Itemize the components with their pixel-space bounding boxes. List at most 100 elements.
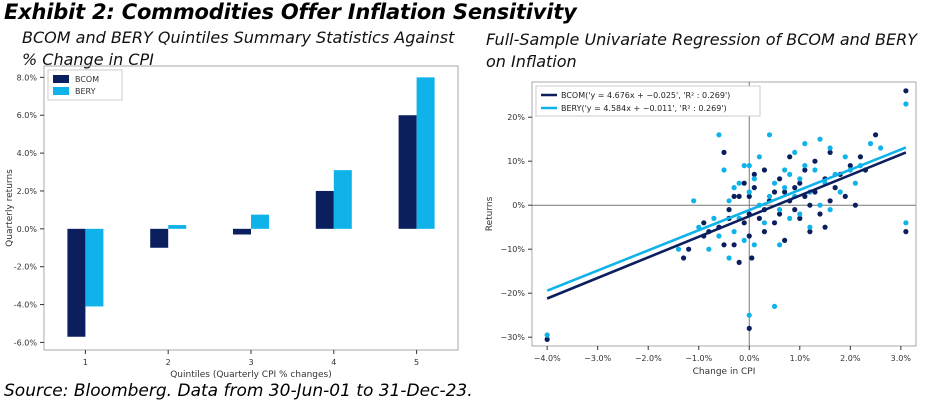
point-bcom xyxy=(827,149,833,155)
point-bcom xyxy=(807,229,813,235)
point-bery xyxy=(761,220,768,226)
point-bcom xyxy=(782,189,788,195)
point-bcom xyxy=(782,237,788,243)
bar-chart: -6.0% -4.0% -2.0% 0.0% 2.0% 4.0% 6.0% 8.0% Quart… xyxy=(5,65,459,380)
bar-bcom-q3 xyxy=(233,228,251,235)
point-bcom xyxy=(736,193,742,199)
exhibit-title: Exhibit 2: Commodities Offer Inflation S… xyxy=(4,0,577,24)
point-bery xyxy=(878,145,884,151)
x-tick-label: 3 xyxy=(248,358,253,367)
x-axis-label: Change in CPI xyxy=(693,367,756,377)
y-tick-label: 0.0% xyxy=(17,225,38,234)
legend-label-bcom: BCOM('y = 4.676x + −0.025', 'R² : 0.269'… xyxy=(561,91,730,100)
x-tick-label: 2.0% xyxy=(840,354,861,363)
y-axis-label: Returns xyxy=(485,196,495,231)
regression-line-bcom xyxy=(546,151,907,300)
y-tick-label: −10% xyxy=(501,245,526,254)
point-bery xyxy=(807,224,813,230)
y-tick-label: 20% xyxy=(507,113,525,122)
point-bcom xyxy=(751,185,757,191)
x-tick-label: −1.0% xyxy=(685,354,712,363)
point-bcom xyxy=(822,224,828,230)
point-bery xyxy=(721,167,727,173)
point-bery xyxy=(792,149,798,155)
bar-bcom-q1 xyxy=(67,228,86,337)
point-bery xyxy=(746,312,752,318)
point-bery xyxy=(797,176,803,182)
point-bcom xyxy=(736,259,742,265)
x-axis-label: Quintiles (Quarterly CPI % changes) xyxy=(170,370,332,380)
point-bery xyxy=(903,101,909,107)
y-tick-label: 8.0% xyxy=(17,73,38,82)
scatter-legend: BCOM('y = 4.676x + −0.025', 'R² : 0.269'… xyxy=(535,85,761,117)
point-bery xyxy=(812,167,818,173)
point-bery xyxy=(741,237,747,243)
point-bcom xyxy=(701,220,707,226)
point-bcom xyxy=(741,180,747,186)
point-bcom xyxy=(771,189,778,195)
point-bery xyxy=(771,303,778,309)
bar-bcom-q4 xyxy=(315,190,334,229)
point-bery xyxy=(771,180,778,186)
point-bery xyxy=(691,198,697,204)
y-tick-label: -2.0% xyxy=(14,263,38,272)
point-bery xyxy=(817,136,823,142)
point-bery xyxy=(544,332,550,338)
point-bery xyxy=(706,246,712,252)
x-tick-label: −3.0% xyxy=(584,354,611,363)
point-bcom xyxy=(761,229,768,235)
x-tick-label: 2 xyxy=(166,358,171,367)
point-bery xyxy=(837,189,843,195)
point-bcom xyxy=(761,167,768,173)
bar-bery-q4 xyxy=(333,170,352,229)
point-bcom xyxy=(741,220,747,226)
x-tick-label: 1.0% xyxy=(790,354,811,363)
point-bcom xyxy=(771,220,778,226)
point-bery xyxy=(716,132,722,138)
x-tick-label: −4.0% xyxy=(534,354,561,363)
point-bcom xyxy=(847,163,853,169)
point-bery xyxy=(751,242,757,248)
point-bcom xyxy=(792,185,798,191)
point-bery xyxy=(726,255,732,261)
bar-bcom-q2 xyxy=(150,228,169,248)
point-bery xyxy=(776,242,783,248)
point-bcom xyxy=(721,242,727,248)
point-bcom xyxy=(686,246,692,252)
point-bcom xyxy=(751,171,757,177)
scatter-chart-title: Full-Sample Univariate Regression of BCO… xyxy=(486,30,918,71)
point-bery xyxy=(827,145,833,151)
point-bery xyxy=(731,229,737,235)
legend-label-bcom: BCOM xyxy=(75,75,99,84)
point-bcom xyxy=(827,198,833,204)
point-bcom xyxy=(872,132,879,138)
point-bcom xyxy=(797,215,803,221)
y-tick-label: 4.0% xyxy=(17,149,38,158)
point-bery xyxy=(827,207,833,213)
point-bery xyxy=(867,141,874,147)
point-bcom xyxy=(802,167,808,173)
y-tick-label: −30% xyxy=(501,333,526,342)
point-bcom xyxy=(776,176,783,182)
point-bery xyxy=(802,163,808,169)
x-tick-label: −2.0% xyxy=(635,354,662,363)
point-bcom xyxy=(787,154,793,160)
point-bcom xyxy=(776,211,783,217)
plot-frame xyxy=(531,81,917,347)
point-bcom xyxy=(812,158,818,164)
x-tick-label: 4 xyxy=(331,358,336,367)
y-tick-label: −20% xyxy=(501,289,526,298)
point-bery xyxy=(716,233,722,239)
legend-box xyxy=(535,85,761,117)
bar-bery-q1 xyxy=(85,228,104,307)
x-tick-label: 5 xyxy=(414,358,419,367)
legend-swatch-bcom xyxy=(53,75,69,83)
point-bcom xyxy=(797,180,803,186)
point-bery xyxy=(746,189,752,195)
point-bery xyxy=(817,202,823,208)
scatter-chart: −4.0% −3.0% −2.0% −1.0% 0.0% 1.0% 2.0% 3.0% −30%… xyxy=(485,81,917,377)
point-bcom xyxy=(544,336,550,342)
point-bcom xyxy=(746,233,752,239)
point-bery xyxy=(776,207,783,213)
point-bery xyxy=(711,215,717,221)
